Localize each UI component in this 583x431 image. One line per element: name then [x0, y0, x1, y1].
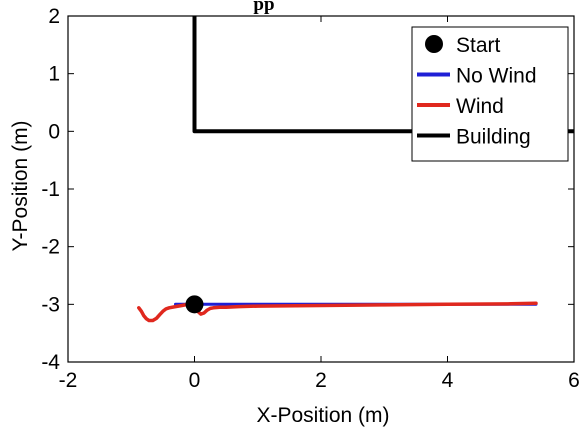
y-tick-label: -2 — [41, 236, 60, 259]
axes: -2 0 2 4 6 -4 -3 -2 -1 0 1 2 — [41, 5, 580, 392]
legend-swatch-start — [425, 35, 443, 53]
x-tick-label: 2 — [315, 369, 327, 392]
y-tick-label: -3 — [41, 293, 60, 316]
x-axis-label: X-Position (m) — [256, 404, 389, 427]
x-tick-label: 6 — [568, 369, 580, 392]
y-tick-label: 1 — [48, 63, 60, 86]
legend-label-start: Start — [456, 34, 501, 57]
legend-label-no-wind: No Wind — [456, 65, 537, 88]
y-tick-label: -4 — [41, 351, 60, 374]
y-tick-label: 2 — [48, 5, 60, 28]
start-marker — [185, 295, 204, 314]
x-tick-label: -2 — [59, 369, 78, 392]
legend-label-wind: Wind — [456, 95, 504, 118]
legend-label-building: Building — [456, 126, 531, 149]
y-tick-label: 0 — [48, 120, 60, 143]
x-tick-label: 0 — [189, 369, 201, 392]
y-tick-label: -1 — [41, 178, 60, 201]
chart-title: pp — [253, 0, 274, 15]
legend: Start No Wind Wind Building — [411, 26, 569, 162]
x-tick-label: 4 — [442, 369, 454, 392]
y-axis-label: Y-Position (m) — [9, 120, 32, 251]
